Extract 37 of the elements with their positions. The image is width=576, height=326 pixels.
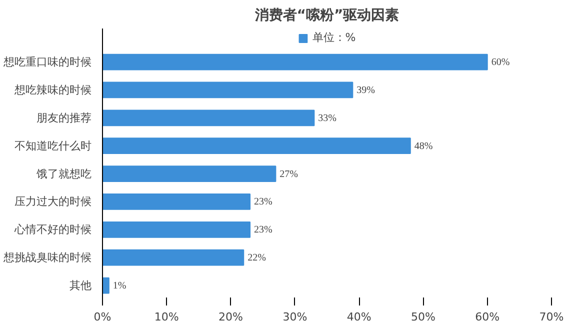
bar bbox=[102, 82, 354, 98]
bar bbox=[102, 249, 244, 266]
x-tick-label: 30% bbox=[282, 310, 308, 324]
y-tick-label: 朋友的推荐 bbox=[36, 111, 92, 124]
bar bbox=[102, 277, 110, 294]
y-tick-label: 压力过大的时候 bbox=[14, 195, 92, 208]
x-tick-label: 0% bbox=[94, 310, 112, 324]
data-label: 60% bbox=[491, 57, 510, 68]
y-tick-label: 饿了就想吃 bbox=[36, 167, 92, 180]
y-tick-label: 想吃辣味的时候 bbox=[14, 83, 92, 96]
data-label: 33% bbox=[318, 112, 337, 124]
data-label: 23% bbox=[254, 224, 272, 236]
bar bbox=[102, 166, 276, 182]
y-tick-label: 想挑战臭味的时候 bbox=[2, 251, 92, 264]
bar bbox=[102, 110, 315, 126]
y-tick-label: 其他 bbox=[70, 279, 92, 292]
data-label: 23% bbox=[254, 196, 272, 208]
data-label: 27% bbox=[280, 168, 298, 180]
x-tick-label: 10% bbox=[154, 310, 179, 324]
data-label: 22% bbox=[248, 252, 266, 264]
x-tick-label: 60% bbox=[475, 310, 500, 324]
data-label: 48% bbox=[414, 140, 433, 152]
x-tick-label: 70% bbox=[539, 310, 564, 324]
bar bbox=[102, 194, 251, 210]
data-label: 1% bbox=[112, 280, 126, 292]
y-tick-label: 不知道吃什么时 bbox=[14, 139, 92, 152]
bar bbox=[102, 54, 488, 70]
x-tick-label: 50% bbox=[410, 310, 436, 324]
data-label: 39% bbox=[356, 84, 375, 96]
x-tick-label: 20% bbox=[218, 310, 244, 324]
y-tick-label: 心情不好的时候 bbox=[14, 223, 92, 236]
legend-label: 单位：% bbox=[312, 30, 356, 45]
y-tick-label: 想吃重口味的时候 bbox=[2, 56, 92, 69]
bar bbox=[102, 138, 411, 154]
chart-title: 消费者“嗦粉”驱动因素 bbox=[254, 8, 400, 24]
x-tick-label: 40% bbox=[346, 310, 372, 324]
bar bbox=[102, 221, 251, 238]
